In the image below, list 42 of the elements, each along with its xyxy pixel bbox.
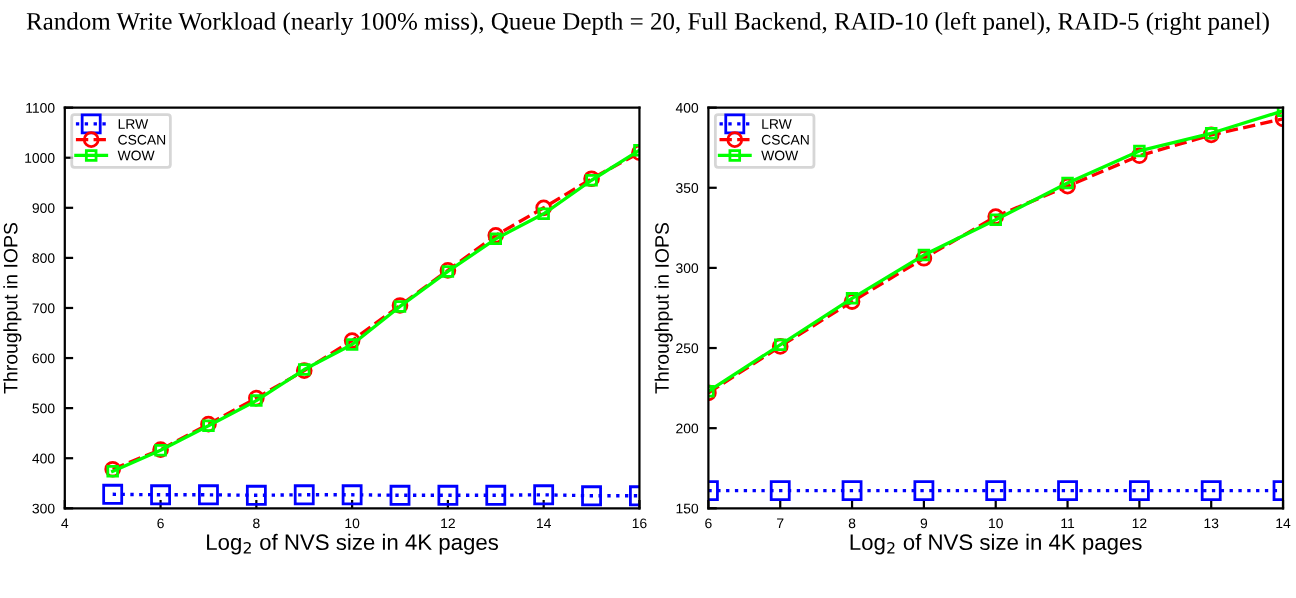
point [341,484,363,506]
point [343,332,361,349]
point [248,389,265,407]
point [1057,480,1078,502]
point [1059,177,1076,195]
point [1200,480,1222,502]
point [345,338,359,351]
point [1128,480,1150,502]
point [535,199,552,217]
point [1131,147,1148,165]
point [104,460,122,478]
point [985,480,1007,502]
point [917,248,931,262]
point [915,249,933,267]
point [913,480,935,502]
point [1061,176,1074,190]
point [537,207,550,221]
x-axis-title: Log$_{2}$ of NVS size in 4K pages [207,533,499,555]
y-axis-title: Throughput in IOPS [654,222,673,394]
point [845,292,859,305]
point [533,484,555,506]
point [769,480,791,502]
point [987,208,1005,225]
point [989,213,1002,227]
point [841,480,863,502]
point [150,484,171,506]
point [487,227,505,244]
point [198,484,219,506]
point [1133,144,1146,158]
point [581,485,602,507]
chart-title: Random Write Workload (nearly 100% miss), Queue Depth = 20, Full Backend, RAID-10 (left panel), RAID-5 (right panel) [26,11,1269,35]
x-axis-title: Log$_{2}$ of NVS size in 4K pages [850,533,1142,555]
point [389,484,411,506]
point [437,484,459,506]
point [485,484,507,506]
point [102,483,124,505]
point [489,232,503,246]
point [245,484,267,506]
point [843,293,861,310]
point [250,394,263,407]
y-axis-title: Throughput in IOPS [3,222,22,394]
point [293,484,315,506]
